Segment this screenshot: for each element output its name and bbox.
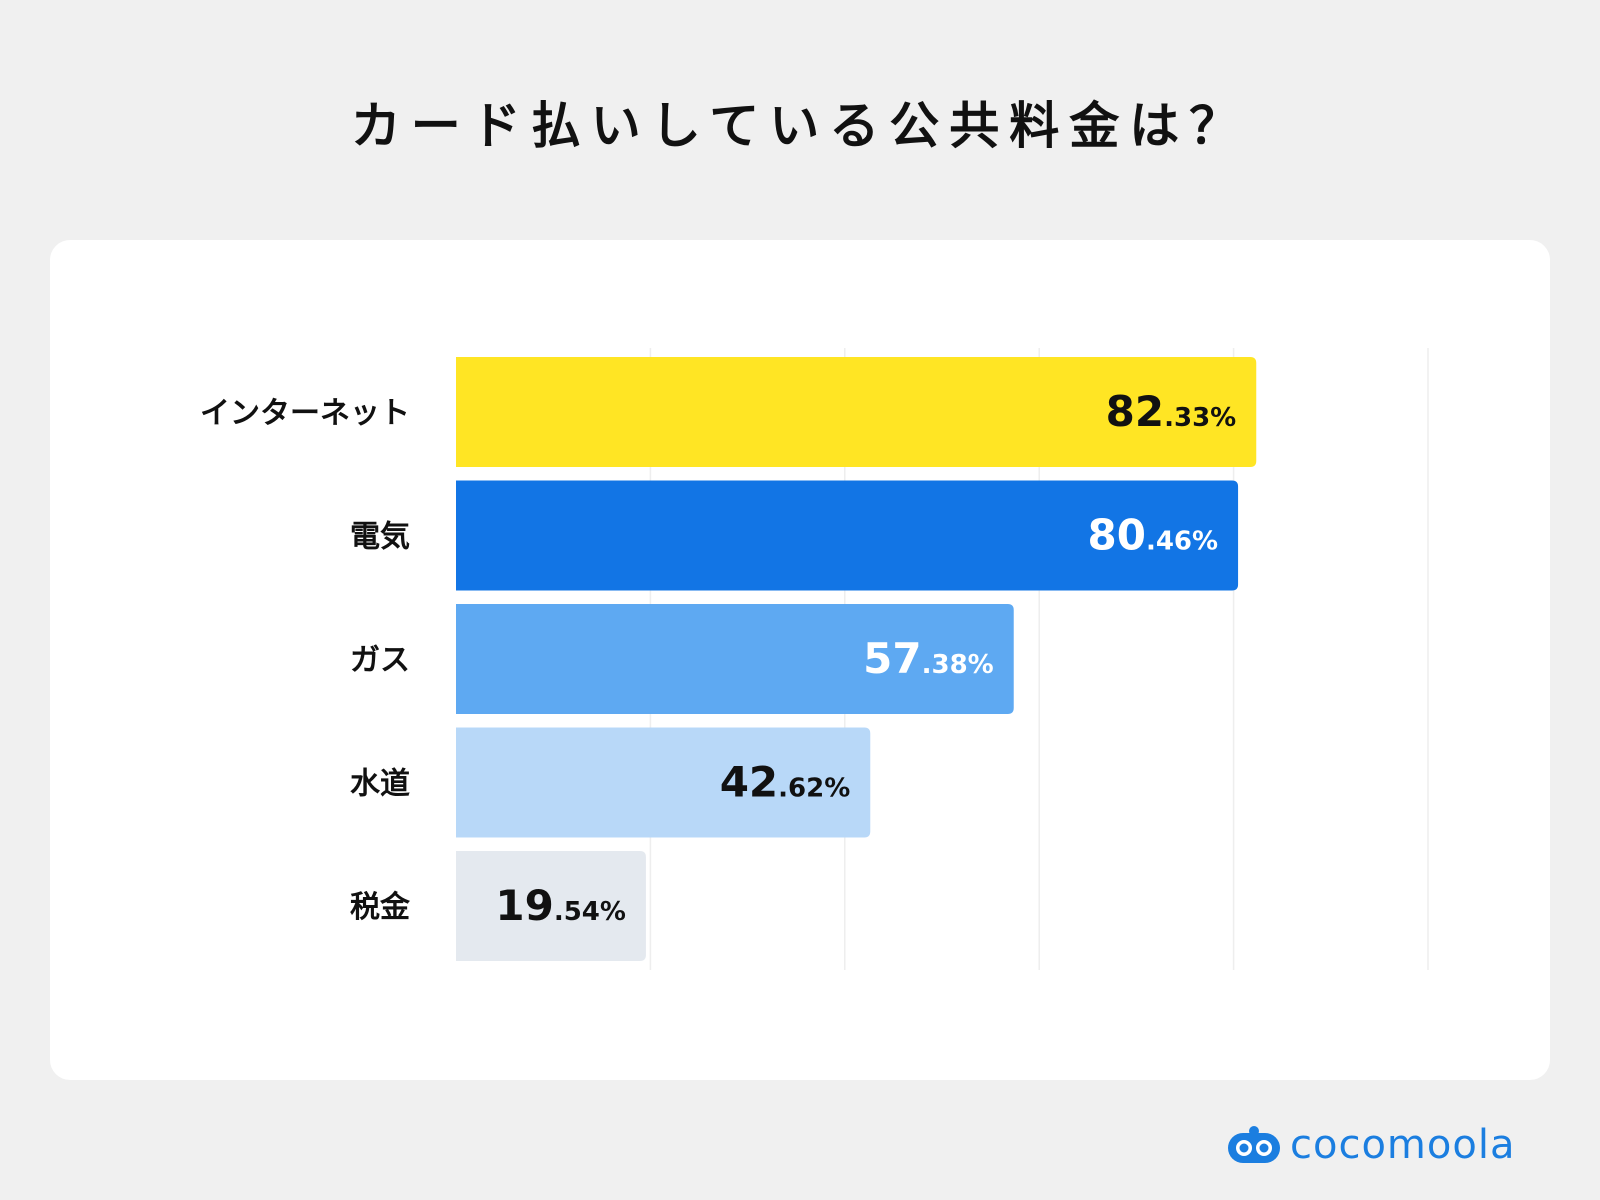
chart-card: インターネット 82.33% 電気 80.46% ガス 57.38% 水道 42.62% 税金 1… <box>50 240 1550 1080</box>
data-label: 80.46% <box>1088 511 1219 560</box>
bar <box>456 851 646 961</box>
data-label: 57.38% <box>863 634 994 683</box>
data-label: 82.33% <box>1106 387 1237 436</box>
cocomoola-logo-icon <box>1228 1126 1280 1163</box>
category-label: ガス <box>350 643 410 678</box>
bar <box>456 357 1257 467</box>
bar <box>456 604 1014 714</box>
category-label: 水道 <box>350 767 410 802</box>
brand-logo: cocomoola <box>1226 1120 1515 1170</box>
brand-name: cocomoola <box>1290 1122 1516 1168</box>
category-label: 税金 <box>350 890 411 925</box>
chart-title: カード払いしている公共料金は？ <box>350 97 1250 155</box>
bar <box>456 480 1239 591</box>
bar-chart: インターネット 82.33% 電気 80.46% ガス 57.38% 水道 42.62% 税金 1… <box>200 348 1429 970</box>
data-label: 42.62% <box>720 758 851 807</box>
data-label: 19.54% <box>495 881 626 930</box>
bar <box>456 727 871 838</box>
category-label: インターネット <box>200 396 410 431</box>
category-label: 電気 <box>350 520 410 555</box>
